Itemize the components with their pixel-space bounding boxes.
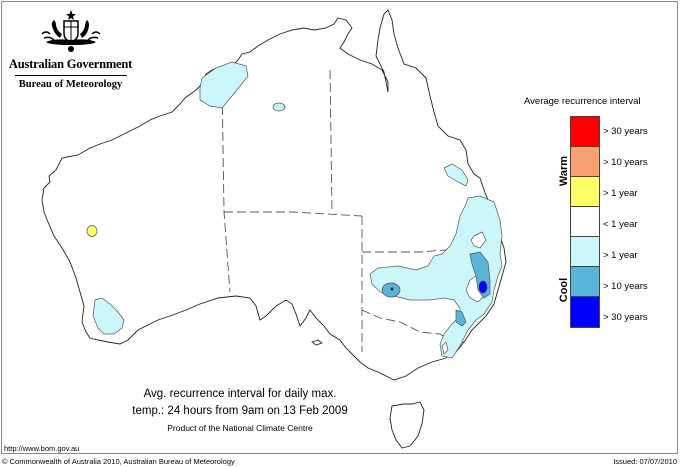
legend-label: > 10 years [603,157,648,168]
legend-swatch-warm-30 [571,117,599,147]
agency-name: Bureau of Meteorology [18,79,123,90]
legend-label: > 1 year [603,250,638,261]
legend-swatch-cool-10 [571,267,599,297]
legend-group-warm: Warm [558,155,570,187]
tasmania-coastline [389,401,425,449]
legend-swatch-cool-1 [571,237,599,267]
legend-label: > 1 year [603,188,638,199]
legend-colorbar [570,116,600,328]
legend-label: > 10 years [603,281,648,292]
caption-line-2: temp.: 24 hours from 9am on 13 Feb 2009 [132,405,348,417]
bom-url-link[interactable]: http://www.bom.gov.au [4,444,80,453]
legend-group-cool: Cool [558,277,570,303]
warm-1yr-region [86,225,98,237]
legend-label: < 1 year [603,219,638,230]
cool-1yr-regions [92,61,503,359]
legend-swatch-warm-1 [571,177,599,207]
caption-line-1: Avg. recurrence interval for daily max. [143,388,337,400]
kangaroo-island [311,339,323,346]
legend-swatch-cool-30 [571,297,599,327]
legend-swatch-normal [571,207,599,237]
logo-divider [14,75,127,76]
legend-label: > 30 years [603,312,648,323]
coat-of-arms-icon [40,10,101,52]
issued-date: Issued: 07/07/2010 [613,457,677,466]
caption-line-3: Product of the National Climate Centre [167,423,313,433]
cool-30yr-regions [390,280,488,294]
map-frame [1,1,678,454]
legend-label: > 30 years [603,126,648,137]
bom-logo: Australian Government Bureau of Meteorol… [8,8,133,94]
legend-title: Average recurrence interval [524,96,641,107]
legend-swatch-warm-10 [571,147,599,177]
copyright-text: © Commonwealth of Australia 2010, Austra… [2,457,235,466]
government-name: Australian Government [8,57,133,71]
state-borders [221,69,496,352]
